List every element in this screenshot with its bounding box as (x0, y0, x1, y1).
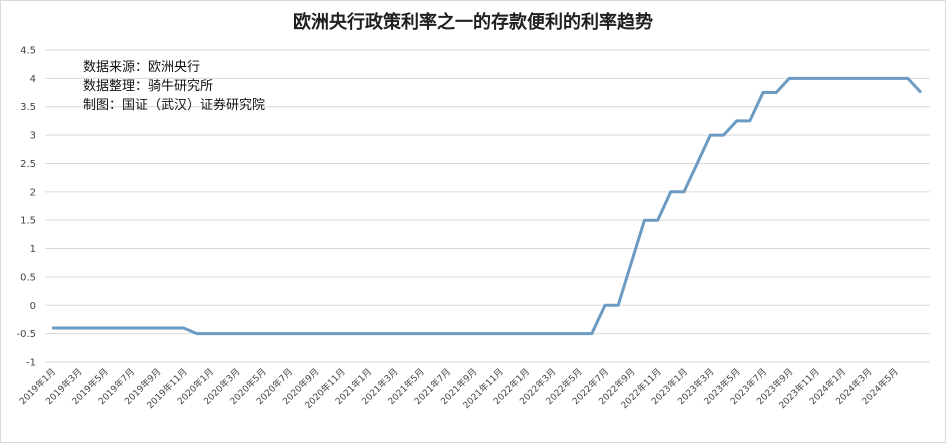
y-tick-label: 4.5 (20, 46, 36, 57)
y-tick-label: 0.5 (20, 272, 36, 283)
y-tick-label: 1 (30, 244, 36, 255)
note-source: 数据来源：欧洲央行 (83, 60, 201, 75)
y-tick-label: 0 (30, 301, 36, 312)
grid-lines (45, 49, 930, 363)
chart-title: 欧洲央行政策利率之一的存款便利的利率趋势 (293, 12, 653, 33)
y-tick-label: -0.5 (16, 329, 36, 340)
deposit-rate-line (52, 76, 923, 336)
y-tick-label: 1.5 (20, 216, 36, 227)
y-tick-label: 2 (30, 187, 36, 198)
y-tick-label: -1 (26, 358, 36, 369)
y-axis-ticks: -1 -0.5 0 0.5 1 1.5 2 2.5 3 3.5 4 4.5 (16, 46, 36, 369)
x-axis-ticks: 2019年1月2019年3月2019年5月2019年7月2019年9月2019年… (17, 366, 901, 412)
y-tick-label: 2.5 (20, 159, 36, 170)
y-tick-label: 3 (30, 131, 36, 142)
y-tick-label: 3.5 (20, 102, 36, 113)
note-author: 制图：国证（武汉）证券研究院 (83, 98, 266, 113)
source-notes: 数据来源：欧洲央行 数据整理：骑牛研究所 制图：国证（武汉）证券研究院 (83, 58, 265, 115)
y-tick-label: 4 (30, 74, 36, 85)
note-compiler: 数据整理：骑牛研究所 (83, 79, 214, 94)
